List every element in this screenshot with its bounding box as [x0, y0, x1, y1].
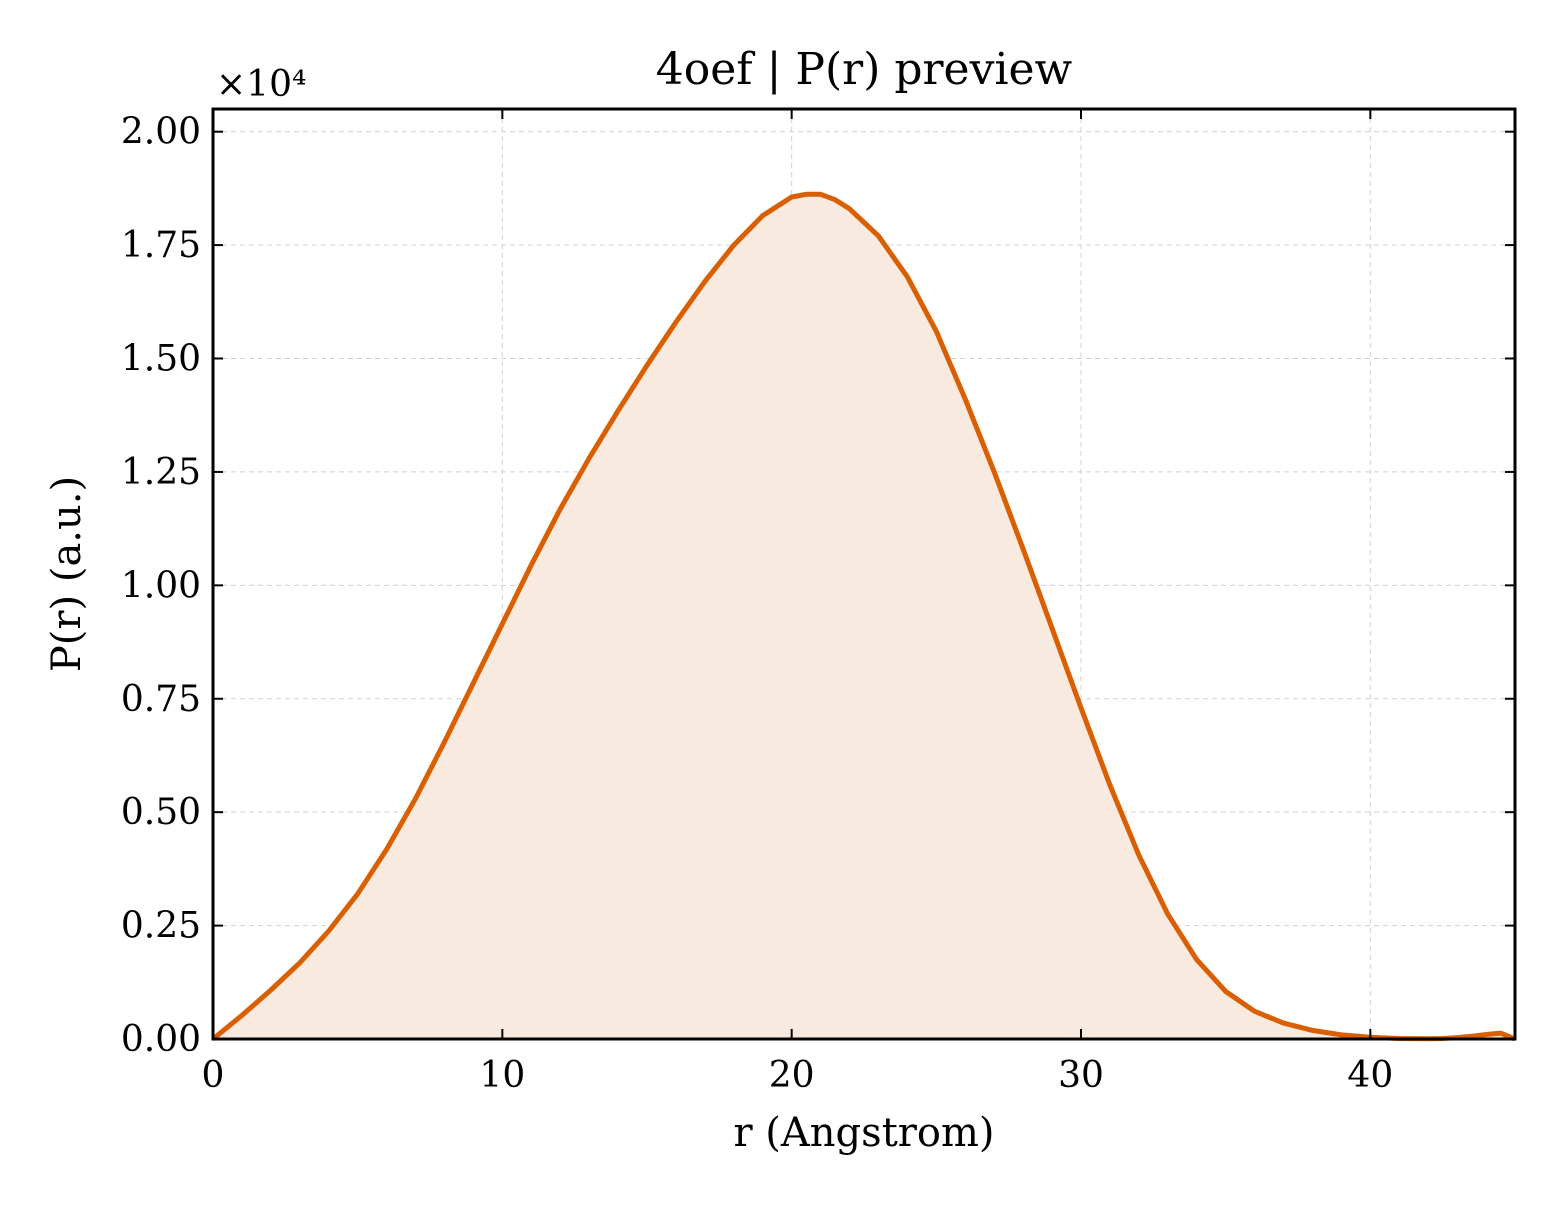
x-axis-label: r (Angstrom)	[733, 1110, 994, 1156]
y-tick-label: 1.00	[121, 565, 201, 606]
x-tick-label: 20	[769, 1055, 815, 1096]
x-tick-label: 40	[1347, 1055, 1393, 1096]
ticks-layer: 0 10 20 30 40 0.00 0.25 0.50 0.75 1.00 1.25 1.50 1.7…	[121, 109, 1515, 1096]
y-multiplier-label: ×10⁴	[216, 64, 306, 105]
y-tick-label: 2.00	[121, 112, 201, 153]
y-tick-label: 0.50	[121, 792, 201, 833]
y-tick-label: 0.00	[121, 1019, 201, 1060]
y-tick-label: 0.25	[121, 906, 201, 947]
chart-title: 4oef | P(r) preview	[656, 44, 1073, 95]
x-tick-label: 30	[1058, 1055, 1104, 1096]
y-tick-label: 0.75	[121, 679, 201, 720]
y-tick-label: 1.25	[121, 452, 201, 493]
x-tick-label: 0	[202, 1055, 225, 1096]
series-line	[211, 191, 1516, 1042]
y-tick-label: 1.75	[121, 225, 201, 266]
plot-frame	[211, 107, 1517, 1041]
y-axis-label: P(r) (a.u.)	[44, 476, 90, 672]
y-tick-label: 1.50	[121, 339, 201, 380]
series-area-fill	[213, 194, 1515, 1040]
x-tick-label: 10	[479, 1055, 525, 1096]
